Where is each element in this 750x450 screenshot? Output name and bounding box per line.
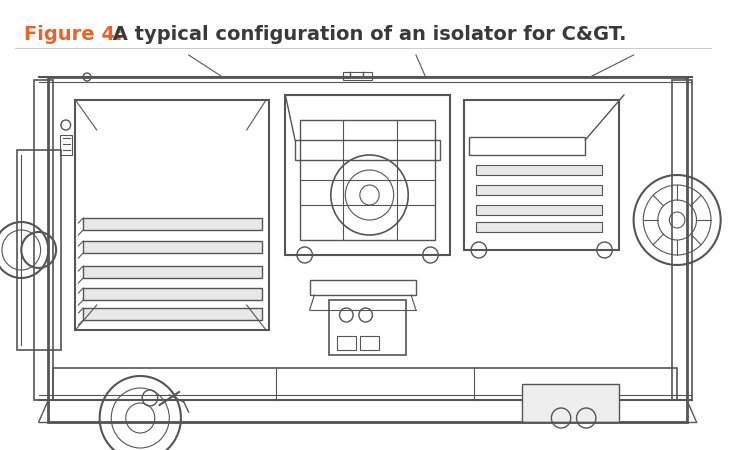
Text: A typical configuration of an isolator for C&GT.: A typical configuration of an isolator f… [106,26,627,45]
Bar [360,336,380,350]
Bar [476,165,602,175]
Bar [285,95,450,255]
Bar [476,222,602,232]
Bar [83,266,262,278]
Bar [344,72,373,80]
Bar [83,241,262,253]
Bar [476,185,602,195]
Bar [48,77,687,422]
Bar [295,140,440,160]
Bar [672,80,692,400]
Bar [83,218,262,230]
Bar [17,150,61,350]
Bar [476,205,602,215]
Bar [34,80,53,400]
Bar [337,336,356,350]
Bar [60,135,71,155]
Bar [522,384,619,422]
Bar [53,368,677,400]
Bar [310,280,416,295]
Bar [300,120,435,240]
Bar [83,308,262,320]
Bar [470,137,585,155]
Bar [83,288,262,300]
Bar [329,300,406,355]
Text: Figure 4:: Figure 4: [24,26,123,45]
Bar [76,100,269,330]
Bar [464,100,619,250]
